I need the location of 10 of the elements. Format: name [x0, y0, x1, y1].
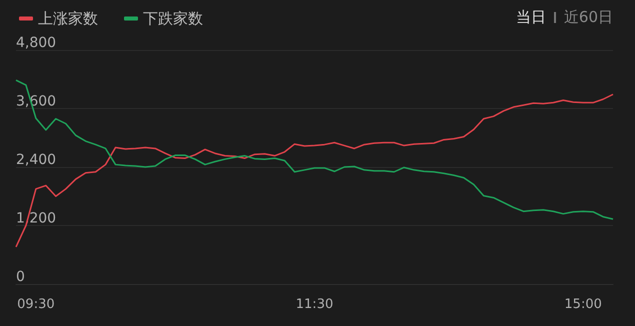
- x-tick-label: 09:30: [17, 297, 55, 312]
- y-tick-label: 4,800: [16, 35, 56, 51]
- x-tick-label: 11:30: [296, 297, 334, 312]
- y-tick-label: 2,400: [16, 152, 56, 168]
- legend-label: 下跌家数: [143, 10, 203, 28]
- y-tick-label: 0: [16, 269, 25, 285]
- x-tick-label: 15:00: [564, 297, 602, 312]
- legend-label: 上涨家数: [38, 10, 98, 28]
- text: 近60日: [564, 8, 613, 27]
- text: 当日: [516, 8, 546, 27]
